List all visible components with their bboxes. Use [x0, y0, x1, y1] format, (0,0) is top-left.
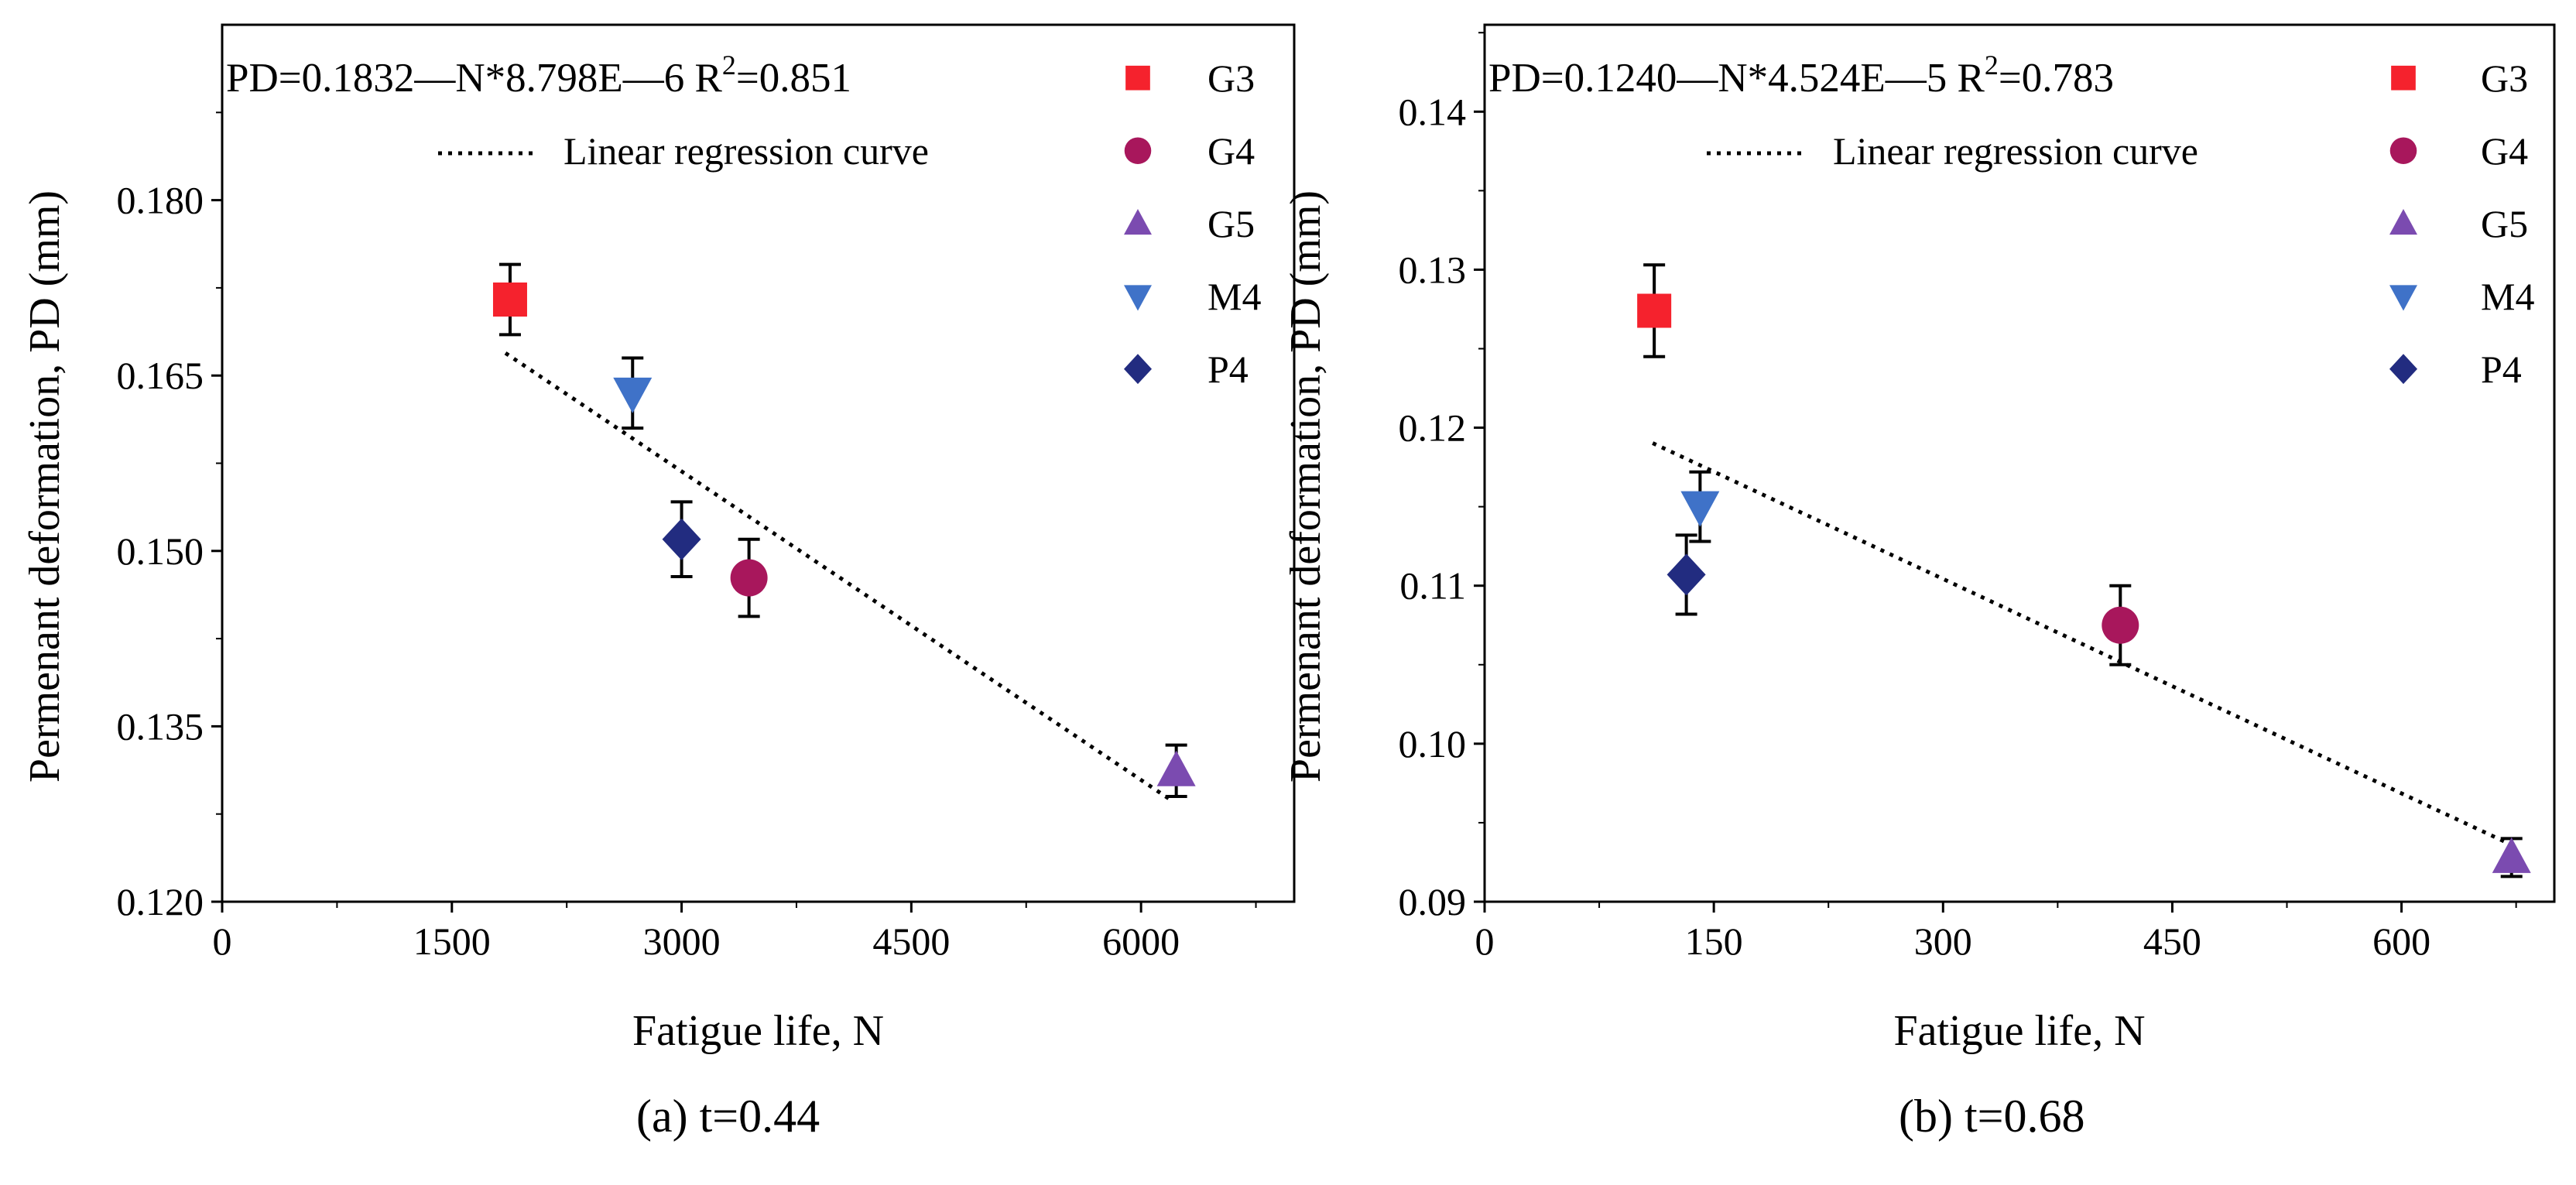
legend-item-p4: P4	[2389, 348, 2522, 391]
data-point-g3	[492, 262, 527, 337]
legend-label: M4	[1208, 275, 1261, 318]
marker-g4	[2102, 606, 2139, 644]
marker-g5	[2492, 837, 2531, 873]
x-tick-label: 6000	[1102, 920, 1180, 963]
y-tick-label: 0.13	[1399, 248, 1467, 291]
legend-marker-g3	[1125, 65, 1150, 91]
equation-prefix: PD=0.1832—N*8.798E—6 R	[226, 56, 723, 101]
legend-label: M4	[2481, 275, 2534, 318]
equation-prefix: PD=0.1240—N*4.524E—5 R	[1488, 56, 1985, 101]
y-tick-label: 0.165	[117, 354, 204, 397]
panel-caption: (a) t=0.44	[636, 1091, 820, 1142]
legend-label: G5	[1208, 202, 1255, 245]
x-tick-label: 150	[1685, 920, 1743, 963]
y-tick-label: 0.135	[117, 704, 204, 748]
x-axis-label: Fatigue life, N	[1893, 1007, 2145, 1055]
legend-item-p4: P4	[1124, 348, 1249, 391]
legend-marker-m4	[2389, 285, 2417, 311]
legend-marker-g4	[2389, 137, 2417, 164]
marker-g3	[492, 283, 527, 317]
legend-regression-label: Linear regression curve	[564, 129, 929, 173]
x-axis-label: Fatigue life, N	[632, 1007, 884, 1055]
legend-item-g3: G3	[1125, 57, 1255, 100]
legend-label: G3	[2481, 57, 2528, 100]
marker-g5	[1156, 750, 1196, 786]
marker-m4	[1680, 491, 1720, 527]
legend-item-m4: M4	[1124, 275, 1261, 318]
chart-panel-b: 0 150 300 450 600 0.09 0.10 0.11 0.12 0.13 0.14 Fat…	[1282, 23, 2556, 1142]
legend-label: P4	[2481, 348, 2522, 391]
y-tick-label: 0.09	[1399, 880, 1467, 923]
legend-marker-m4	[1124, 285, 1152, 311]
x-tick-label: 0	[213, 920, 232, 963]
panel-caption: (b) t=0.68	[1899, 1091, 2084, 1142]
marker-g3	[1637, 293, 1672, 328]
y-axis-label: Permenant deformation, PD (mm)	[21, 190, 69, 783]
data-point-p4	[1667, 533, 1706, 616]
legend-item-g3: G3	[2391, 57, 2528, 100]
legend-item-g4: G4	[1124, 129, 1255, 173]
legend-item-m4: M4	[2389, 275, 2534, 318]
legend-label: G3	[1208, 57, 1255, 100]
legend-label: G4	[2481, 129, 2528, 173]
legend-label: P4	[1208, 348, 1249, 391]
y-tick-label: 0.11	[1399, 564, 1466, 608]
equation-suffix: =0.783	[1999, 56, 2114, 101]
data-point-m4	[613, 356, 653, 430]
marker-m4	[613, 377, 653, 413]
plot-frame	[1483, 23, 2556, 903]
y-tick-label: 0.12	[1399, 406, 1467, 450]
marker-p4	[662, 518, 701, 560]
x-tick-label: 4500	[872, 920, 950, 963]
legend-marker-g3	[2391, 65, 2416, 91]
y-tick-label: 0.10	[1399, 722, 1467, 765]
legend-marker-p4	[1124, 354, 1152, 385]
data-point-m4	[1680, 470, 1720, 543]
legend-marker-g5	[2389, 209, 2417, 235]
regression-line	[504, 351, 1173, 803]
legend-marker-p4	[2389, 354, 2417, 385]
data-point-g4	[730, 537, 768, 618]
legend-label: G5	[2481, 202, 2528, 245]
legend-label: G4	[1208, 129, 1255, 173]
regression-line	[1652, 441, 2517, 849]
data-point-g5	[2492, 837, 2531, 878]
equation-suffix: =0.851	[736, 56, 851, 101]
data-point-g4	[2102, 584, 2139, 666]
x-tick-label: 3000	[643, 920, 721, 963]
data-point-g3	[1637, 263, 1672, 358]
x-tick-label: 600	[2372, 920, 2430, 963]
marker-g4	[730, 559, 768, 597]
equation-superscript: 2	[1985, 50, 1999, 80]
y-tick-label: 0.120	[117, 880, 204, 923]
legend-regression-label: Linear regression curve	[1833, 129, 2198, 173]
regression-equation: PD=0.1240—N*4.524E—5 R2=0.783	[1488, 50, 2114, 101]
legend-item-g5: G5	[2389, 202, 2528, 245]
y-tick-label: 0.150	[117, 529, 204, 573]
y-axis-label: Permenant deformation, PD (mm)	[1282, 190, 1330, 783]
legend-marker-g4	[1124, 137, 1152, 164]
equation-superscript: 2	[722, 50, 736, 80]
y-tick-label: 0.14	[1399, 90, 1467, 133]
x-tick-label: 300	[1914, 920, 1972, 963]
marker-p4	[1667, 553, 1706, 596]
legend-item-g4: G4	[2389, 129, 2528, 173]
x-tick-label: 450	[2143, 920, 2201, 963]
data-point-g5	[1156, 743, 1196, 799]
legend-item-g5: G5	[1124, 202, 1255, 245]
x-tick-label: 0	[1475, 920, 1495, 963]
y-tick-label: 0.180	[117, 179, 204, 222]
data-point-p4	[662, 500, 701, 579]
regression-equation: PD=0.1832—N*8.798E—6 R2=0.851	[226, 50, 851, 101]
chart-panel-a: 0 1500 3000 4500 6000 0.120 0.135 0.150 0.165 0.1…	[21, 23, 1296, 1142]
legend-marker-g5	[1124, 209, 1152, 235]
x-tick-label: 1500	[413, 920, 491, 963]
